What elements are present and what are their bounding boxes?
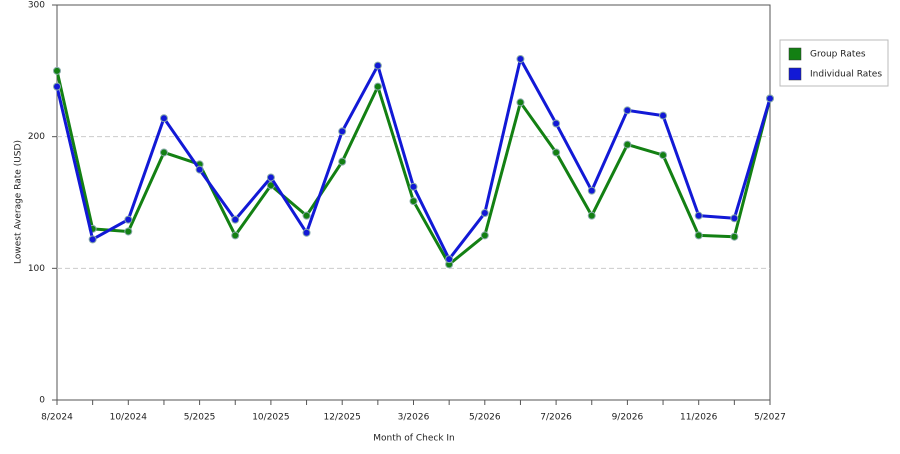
data-point <box>766 94 774 103</box>
y-tick-label: 0 <box>39 396 45 406</box>
data-point <box>266 173 275 182</box>
data-point <box>409 182 418 191</box>
y-tick-label: 300 <box>28 1 45 11</box>
data-point <box>552 148 561 157</box>
data-point <box>159 148 168 157</box>
x-tick-label: 12/2025 <box>324 413 361 423</box>
data-point <box>516 54 525 63</box>
data-point <box>552 119 561 128</box>
data-point <box>53 66 61 75</box>
data-point <box>88 235 97 244</box>
data-point <box>480 231 489 240</box>
x-tick-label: 5/2027 <box>754 413 786 423</box>
data-point <box>302 211 311 220</box>
x-tick-label: 9/2026 <box>612 413 644 423</box>
x-tick-label: 10/2025 <box>252 413 289 423</box>
data-point <box>338 127 347 136</box>
x-tick-label: 7/2026 <box>540 413 572 423</box>
legend-swatch <box>788 47 802 61</box>
data-point <box>53 82 61 91</box>
legend-swatch <box>788 67 802 81</box>
data-point <box>587 211 596 220</box>
data-point <box>730 214 739 223</box>
legend-label: Individual Rates <box>810 70 882 80</box>
data-point <box>159 114 168 123</box>
y-axis-title: Lowest Average Rate (USD) <box>14 140 24 264</box>
y-tick-label: 100 <box>28 264 45 274</box>
data-point <box>623 140 632 149</box>
data-point <box>338 157 347 166</box>
data-point <box>124 215 133 224</box>
data-point <box>231 231 240 240</box>
data-point <box>587 186 596 195</box>
x-tick-label: 3/2026 <box>398 413 430 423</box>
data-point <box>302 228 311 237</box>
data-point <box>445 255 454 264</box>
x-tick-label: 8/2024 <box>41 413 73 423</box>
data-point <box>409 197 418 206</box>
x-axis-title: Month of Check In <box>373 434 455 444</box>
x-tick-label: 11/2026 <box>680 413 718 423</box>
x-tick-label: 5/2025 <box>184 413 216 423</box>
legend-label: Group Rates <box>810 50 866 60</box>
data-point <box>516 98 525 107</box>
data-point <box>694 231 703 240</box>
data-point <box>659 151 668 160</box>
data-point <box>694 211 703 220</box>
x-tick-label: 5/2026 <box>469 413 501 423</box>
data-point <box>623 106 632 115</box>
data-point <box>659 111 668 120</box>
data-point <box>480 209 489 218</box>
y-tick-label: 200 <box>28 132 45 142</box>
x-tick-label: 10/2024 <box>110 413 148 423</box>
data-point <box>373 61 382 70</box>
data-point <box>124 227 133 236</box>
data-point <box>730 232 739 241</box>
data-point <box>373 82 382 91</box>
data-point <box>195 165 204 174</box>
data-point <box>231 215 240 224</box>
